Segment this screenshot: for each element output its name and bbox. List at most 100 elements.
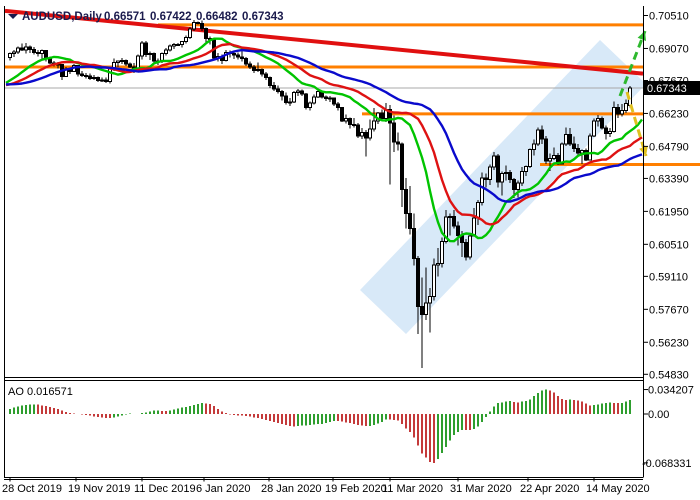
candle-bear xyxy=(456,225,460,236)
candle-bear xyxy=(244,58,248,65)
candle-bull xyxy=(328,97,332,100)
candle-bull xyxy=(100,79,104,82)
candle-bull xyxy=(444,216,448,243)
candle-bear xyxy=(176,43,180,46)
candle-bull xyxy=(552,154,556,160)
candle-bull xyxy=(256,69,260,72)
candle-bear xyxy=(104,79,108,83)
candle-bear xyxy=(252,66,256,72)
candle-bull xyxy=(428,296,432,304)
price-axis-label: 0.69070 xyxy=(649,43,689,55)
price-axis-label: 0.56230 xyxy=(649,337,689,349)
date-label: 19 Feb 2020 xyxy=(325,483,387,495)
candle-bull xyxy=(308,102,312,108)
ma-line-slow-blue xyxy=(5,48,643,203)
candle-bear xyxy=(540,129,544,140)
candle-bull xyxy=(164,49,168,55)
ohlc-low-value: 0.66482 xyxy=(196,11,238,23)
candle-bull xyxy=(12,51,16,54)
candle-bull xyxy=(184,36,188,43)
ao-histogram xyxy=(9,389,631,463)
candle-bear xyxy=(272,85,276,90)
candle-bull xyxy=(436,262,440,266)
forecast-arrowhead-up-icon xyxy=(637,31,646,41)
candle-bull xyxy=(116,60,120,63)
candle-bear xyxy=(412,228,416,259)
candle-bear xyxy=(404,189,408,215)
candle-bear xyxy=(356,124,360,137)
candle-bull xyxy=(16,47,20,53)
candle-bear xyxy=(332,97,336,105)
candle-bear xyxy=(584,150,588,161)
price-axis-label: 0.57670 xyxy=(649,304,689,316)
candle-bear xyxy=(416,257,420,307)
candle-bear xyxy=(28,46,32,50)
candle-bull xyxy=(360,131,364,137)
price-axis-label: 0.63390 xyxy=(649,173,689,185)
candle-bull xyxy=(516,182,520,191)
candle-bull xyxy=(588,135,592,161)
candle-bear xyxy=(352,123,356,126)
ohlc-high-value: 0.67422 xyxy=(150,11,192,23)
candle-bull xyxy=(596,118,600,122)
candle-bear xyxy=(196,21,200,24)
candle-bear xyxy=(20,47,24,51)
descending-trendline[interactable] xyxy=(4,8,644,76)
candle-bear xyxy=(512,178,516,191)
candle-bull xyxy=(292,91,296,103)
price-axis[interactable]: 0.705100.690700.676700.662300.647900.633… xyxy=(643,11,689,382)
candle-bull xyxy=(168,45,172,51)
candle-bear xyxy=(400,143,404,191)
ohlc-open-value: 0.66571 xyxy=(104,11,146,23)
candle-bull xyxy=(476,202,480,219)
candle-bear xyxy=(280,91,284,97)
candle-bull xyxy=(528,149,532,167)
candle-bear xyxy=(300,90,304,95)
chart-symbol-period: AUDUSD,Daily xyxy=(22,11,102,23)
candle-bear xyxy=(484,177,488,180)
current-price-tag-value: 0.67343 xyxy=(647,83,687,95)
candle-bull xyxy=(288,101,292,104)
candle-bear xyxy=(604,127,608,135)
candle-bull xyxy=(188,28,192,38)
chart-marker-triangle-icon[interactable] xyxy=(8,14,18,19)
candle-bear xyxy=(84,75,88,78)
candle-bull xyxy=(296,90,300,93)
time-axis[interactable]: 28 Oct 2019 19 Nov 2019 11 Dec 2019 6 Jan 2… xyxy=(2,477,650,496)
candle-bear xyxy=(340,106,344,122)
candle-bull xyxy=(172,43,176,47)
candle-bear xyxy=(152,52,156,62)
candle-bear xyxy=(88,75,92,79)
ao-axis-label: 0.00 xyxy=(648,409,669,421)
forecast-arrow-up[interactable] xyxy=(618,30,647,97)
ao-axis-label: 0.034207 xyxy=(648,385,694,397)
candle-bull xyxy=(620,110,624,115)
candle-bear xyxy=(544,138,548,162)
candle-bull xyxy=(524,165,528,172)
candle-bear xyxy=(264,73,268,79)
candle-bull xyxy=(488,166,492,180)
candle-bear xyxy=(392,122,396,143)
candle-bear xyxy=(348,118,352,125)
chart-frame xyxy=(4,6,644,480)
candle-bear xyxy=(336,103,340,108)
price-axis-label: 0.61950 xyxy=(649,206,689,218)
date-label: 19 Nov 2019 xyxy=(68,483,130,495)
candle-bear xyxy=(408,213,412,230)
ma-line-fast-green xyxy=(5,37,643,243)
candle-bear xyxy=(236,54,240,58)
forecast-arrow-down[interactable] xyxy=(625,91,648,157)
candle-bear xyxy=(304,93,308,108)
candle-bull xyxy=(108,68,112,83)
current-price-tag-box xyxy=(644,81,700,95)
candle-bull xyxy=(120,60,124,63)
ao-axis[interactable]: 0.034207 0.00 -0.068331 xyxy=(642,385,694,470)
candle-bear xyxy=(248,63,252,68)
date-label: 28 Oct 2019 xyxy=(2,483,62,495)
candle-bear xyxy=(388,109,392,124)
trendline-layer[interactable] xyxy=(4,8,644,76)
candle-bear xyxy=(96,76,100,82)
candle-bear xyxy=(600,118,604,129)
candle-bull xyxy=(316,91,320,98)
